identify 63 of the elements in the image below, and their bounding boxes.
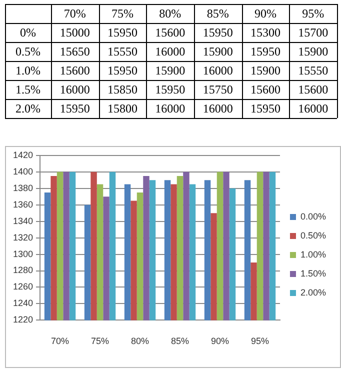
y-tick-label: 0.5% xyxy=(16,44,40,59)
data-label: 15600 xyxy=(60,64,90,78)
data-label: 15650 xyxy=(60,44,90,59)
x-tick-label: 70% xyxy=(64,6,86,21)
y-tick-label: 1300 xyxy=(12,248,34,259)
data-label: 15850 xyxy=(108,82,138,97)
data-label: 15900 xyxy=(155,64,186,78)
data-label: 15800 xyxy=(108,102,138,116)
data-label: 15950 xyxy=(202,26,233,40)
data-label: 16000 xyxy=(202,64,233,78)
data-label: 15950 xyxy=(108,26,138,40)
data-label: 16000 xyxy=(155,102,186,116)
data-label: 15600 xyxy=(250,82,280,97)
y-tick-label: 1.0% xyxy=(16,64,40,78)
legend-label: 0.50% xyxy=(300,230,326,240)
data-label: 15950 xyxy=(60,102,90,116)
x-tick-label: 90% xyxy=(254,6,276,21)
data-label: 15900 xyxy=(250,64,280,78)
data-label: 15900 xyxy=(202,44,233,59)
x-tick-label: 75% xyxy=(91,336,110,346)
x-tick-label: 95% xyxy=(302,6,324,21)
x-tick-label: 95% xyxy=(250,336,269,346)
x-tick-label: 85% xyxy=(206,6,229,21)
y-tick-label: 1360 xyxy=(12,199,34,210)
data-label: 16000 xyxy=(155,44,186,59)
y-tick-label: 1260 xyxy=(12,282,34,292)
x-tick-label: 90% xyxy=(210,336,229,346)
y-tick-label: 1220 xyxy=(12,314,34,325)
x-tick-label: 85% xyxy=(170,336,190,346)
data-label: 15750 xyxy=(202,82,233,97)
data-label: 16000 xyxy=(60,82,90,97)
data-label: 16000 xyxy=(298,102,328,116)
y-tick-label: 1.5% xyxy=(16,82,40,97)
y-tick-label: 1320 xyxy=(12,232,34,242)
y-tick-label: 1420 xyxy=(12,150,34,160)
data-label: 15950 xyxy=(155,82,186,97)
x-tick-label: 75% xyxy=(112,6,134,21)
data-label: 15600 xyxy=(155,26,186,40)
legend-label: 1.00% xyxy=(300,249,326,260)
data-label: 15950 xyxy=(250,44,280,59)
data-label: 15550 xyxy=(108,44,138,59)
data-label: 15700 xyxy=(298,26,328,40)
y-tick-label: 1340 xyxy=(12,216,34,226)
y-tick-label: 1380 xyxy=(12,182,34,193)
data-label: 15950 xyxy=(108,64,138,78)
data-label: 15300 xyxy=(250,26,280,40)
y-tick-label: 0% xyxy=(20,26,36,40)
data-label: 15900 xyxy=(298,44,328,59)
data-label: 16000 xyxy=(202,102,233,116)
y-tick-label: 1400 xyxy=(12,166,34,176)
y-tick-label: 1240 xyxy=(12,298,34,308)
data-label: 15600 xyxy=(298,82,328,97)
x-tick-label: 80% xyxy=(130,336,150,346)
legend-label: 2.00% xyxy=(300,287,326,298)
legend-label: 0.00% xyxy=(300,211,326,222)
x-tick-label: 80% xyxy=(159,6,182,21)
x-tick-label: 70% xyxy=(51,336,70,346)
data-label: 15550 xyxy=(298,64,328,78)
data-label: 15950 xyxy=(250,102,280,116)
data-label: 15000 xyxy=(60,26,90,40)
y-tick-label: 2.0% xyxy=(16,102,40,116)
legend-label: 1.50% xyxy=(300,268,326,278)
y-tick-label: 1280 xyxy=(12,265,34,276)
